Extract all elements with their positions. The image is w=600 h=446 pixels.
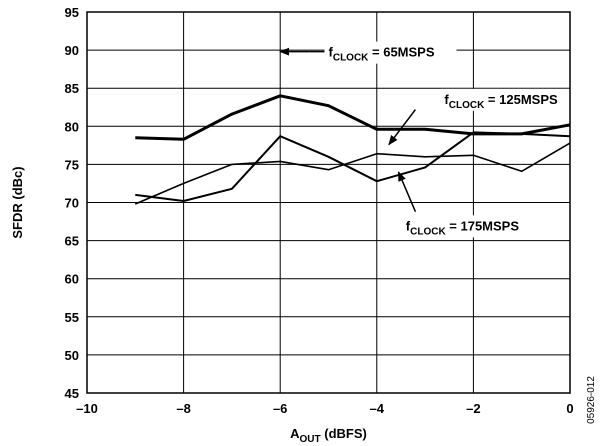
annotation-arrow-2 <box>388 109 417 146</box>
x-axis-label-sub: OUT <box>300 434 321 445</box>
y-tick-label: 50 <box>65 348 79 363</box>
y-tick-label: 70 <box>65 196 79 211</box>
grid-lines <box>86 11 571 394</box>
x-tick-label: –8 <box>176 401 190 416</box>
annotation-bg-1 <box>324 41 457 64</box>
y-tick-label: 90 <box>65 43 79 58</box>
x-axis-label-main: A <box>290 426 300 441</box>
x-tick-label: –6 <box>273 401 287 416</box>
x-axis-label: AOUT (dBFS) <box>290 426 367 445</box>
tick-labels: 45 50 55 60 65 70 75 80 85 90 95 –10 –8 –6 –4 –2 0 <box>65 5 574 416</box>
figure-id: 05926-012 <box>586 376 597 424</box>
x-axis-label-rest: (dBFS) <box>321 426 367 441</box>
x-tick-label: –2 <box>466 401 480 416</box>
y-tick-label: 75 <box>65 157 79 172</box>
y-tick-label: 60 <box>65 272 79 287</box>
x-tick-label: 0 <box>566 401 573 416</box>
y-axis-label: SFDR (dBc) <box>10 166 25 238</box>
series-label-1: fCLOCK = 65MSPS <box>329 45 435 64</box>
y-tick-label: 65 <box>65 234 79 249</box>
series-lines <box>134 94 571 205</box>
y-tick-label: 95 <box>65 5 79 20</box>
y-tick-label: 85 <box>65 81 79 96</box>
x-tick-label: –10 <box>76 401 98 416</box>
y-tick-label: 45 <box>65 386 79 401</box>
series-label-3: fCLOCK = 175MSPS <box>406 218 520 237</box>
series-label-2: fCLOCK = 125MSPS <box>444 92 558 111</box>
y-tick-label: 55 <box>65 310 79 325</box>
series-line-2 <box>134 142 571 205</box>
annotation-bg-2 <box>440 88 573 111</box>
plot-frame <box>86 11 571 394</box>
annotation-bg-3 <box>401 215 534 238</box>
annotation-arrow-3 <box>397 171 417 212</box>
series-annotations: fCLOCK = 65MSPS fCLOCK = 125MSPS fCLOCK = … <box>279 41 573 238</box>
x-tick-label: –4 <box>370 401 385 416</box>
series-line-3 <box>135 131 571 202</box>
y-tick-label: 80 <box>65 119 79 134</box>
